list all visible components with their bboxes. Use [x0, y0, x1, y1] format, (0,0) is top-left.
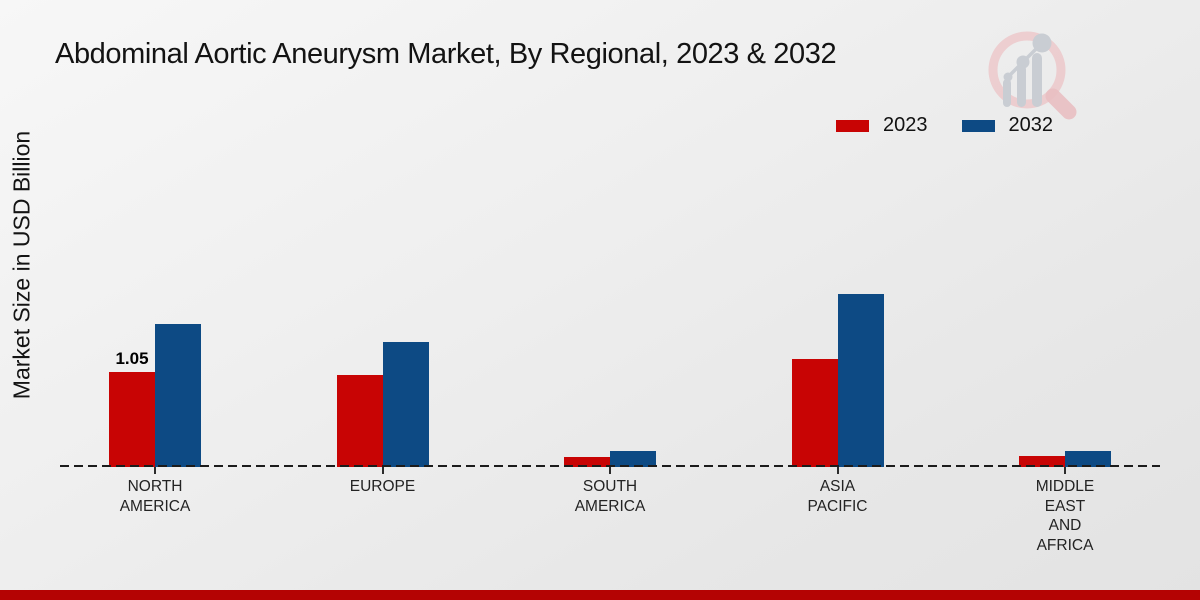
- bar-2023-europe: [336, 375, 383, 467]
- legend-item-2032: 2032: [961, 114, 1054, 137]
- bar-2023-north-america: [109, 372, 155, 467]
- bar-2023-south-america: [564, 457, 610, 467]
- bar-2032-europe: [382, 342, 429, 467]
- bar-2032-south-america: [610, 451, 656, 467]
- axis-tick-europe: [381, 467, 384, 474]
- legend-swatch-2032: [961, 119, 995, 132]
- footer-accent-bar: [0, 590, 1200, 600]
- category-label-asia-pacific: ASIA PACIFIC: [807, 478, 868, 515]
- category-label-europe: EUROPE: [349, 478, 416, 495]
- bar-2023-asia-pacific: [791, 359, 838, 467]
- chart-title: Abdominal Aortic Aneurysm Market, By Reg…: [55, 38, 837, 70]
- bar-2023-middle-east-and-africa: [1019, 456, 1065, 467]
- market-research-magnifier-logo: [988, 31, 1077, 120]
- axis-tick-middle-east-and-africa: [1064, 467, 1066, 474]
- category-label-north-america: NORTH AMERICA: [119, 478, 191, 515]
- category-label-middle-east-and-africa: MIDDLE EAST AND AFRICA: [1035, 478, 1095, 554]
- legend-label-2032: 2032: [1008, 114, 1054, 136]
- bar-2032-middle-east-and-africa: [1065, 451, 1111, 467]
- bar-2032-asia-pacific: [837, 294, 884, 467]
- bar-2032-north-america: [155, 324, 201, 467]
- legend-swatch-2023: [836, 119, 869, 132]
- axis-tick-asia-pacific: [836, 467, 839, 474]
- axis-tick-south-america: [609, 467, 611, 474]
- legend-item-2023: 2023: [836, 114, 928, 137]
- legend: 2023 2032: [836, 114, 1053, 137]
- category-label-south-america: SOUTH AMERICA: [574, 478, 646, 515]
- x-axis-dashed-baseline: [60, 465, 1160, 467]
- legend-label-2023: 2023: [883, 114, 928, 136]
- data-label-north-america-2023: 1.05: [115, 349, 149, 368]
- axis-tick-north-america: [154, 467, 156, 474]
